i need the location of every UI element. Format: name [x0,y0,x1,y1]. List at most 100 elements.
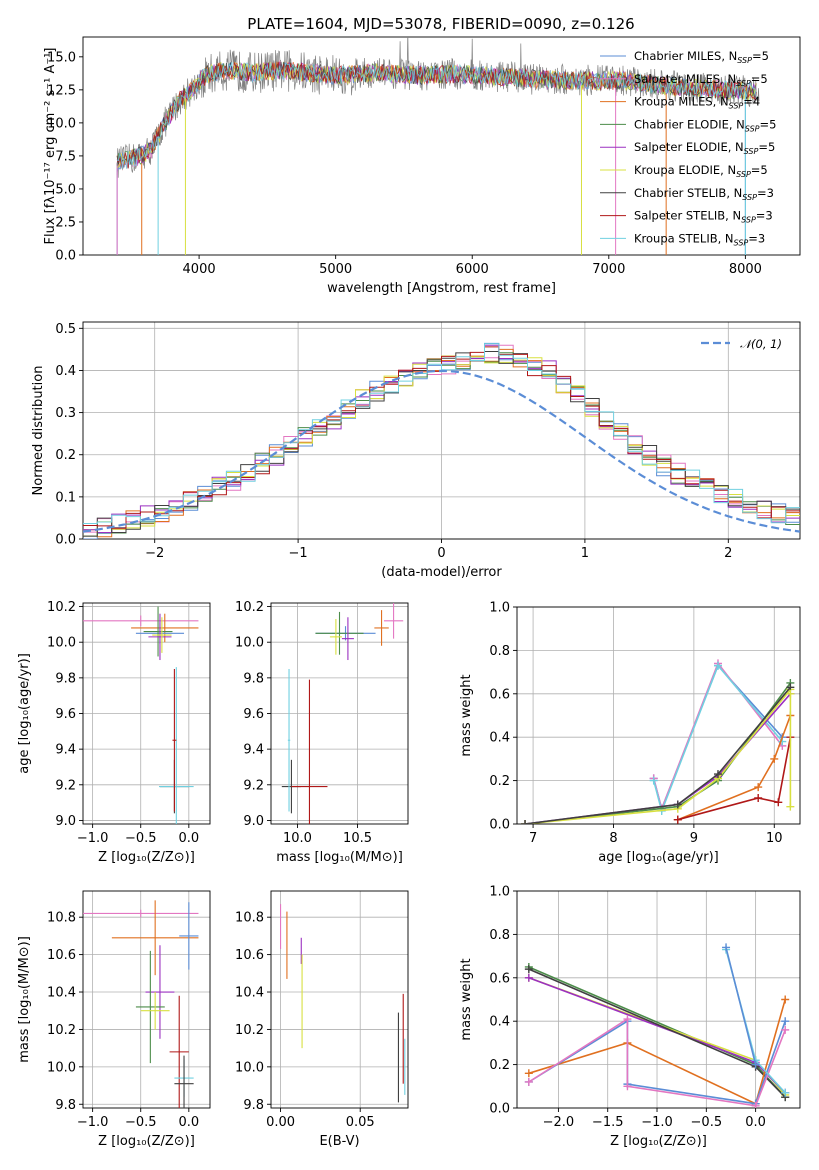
series-point [524,1077,533,1086]
series-point [623,1082,632,1091]
y-axis-label: mass [log₁₀(M/M⊙)] [17,936,32,1063]
legend-entry: Salpeter MILES, NSSP=5 [634,72,768,88]
series-point [751,1101,760,1108]
legend-entry-part: Salpeter STELIB, N [634,209,741,223]
y-tick-label: 0.5 [55,322,76,337]
x-tick-label: 9 [690,831,698,846]
histogram-step [83,344,800,533]
series-line [524,686,792,824]
x-tick-label: 10.0 [283,831,312,846]
series-point [524,1069,533,1078]
legend-entry-part: Salpeter ELODIE, N [634,140,744,154]
chart-age-vs-mass: 10.0 10.5 9.0 9.2 9.4 9.6 9.8 10.0 10.2 mass [log… [235,600,409,865]
x-tick-label: −2 [145,546,164,561]
series-line [524,688,792,824]
x-tick-label: −1 [289,546,308,561]
series-point [786,689,795,698]
y-axis-label: mass weight [459,958,474,1040]
x-tick-label: 0.0 [745,1115,766,1130]
y-tick-label: 7.5 [55,149,76,164]
series-point [521,820,530,824]
legend-entry-part: SSP [742,193,757,202]
legend-entry: Salpeter ELODIE, NSSP=5 [634,140,775,156]
chart-residuals: −2 −1 0 1 2 0.0 0.1 0.2 0.3 0.4 0.5 (data-model)/er… [31,321,801,580]
y-tick-label: 9.6 [243,707,264,722]
y-tick-label: 0.0 [489,818,510,833]
x-axis-label: Z [log₁₀(Z/Z⊙)] [98,850,195,865]
y-tick-label: 10.6 [235,948,264,963]
legend-entry-part: Chabrier STELIB, N [634,186,742,200]
x-tick-label: −1.0 [641,1115,673,1130]
x-tick-label: 0.05 [346,1115,375,1130]
x-tick-label: 0 [437,546,445,561]
y-tick-label: 0.0 [55,249,76,264]
legend-entry-part: =5 [751,163,768,177]
y-tick-label: 9.4 [55,743,76,758]
x-tick-label: −0.5 [691,1115,723,1130]
y-tick-label: 12.5 [47,83,76,98]
legend-entry: 𝒩(0, 1) [740,337,782,351]
x-tick-label: 10 [766,831,783,846]
legend-entry: Chabrier STELIB, NSSP=3 [634,186,774,202]
axes-frame [82,602,211,825]
series-point [649,776,658,785]
y-tick-label: 10.0 [235,1060,264,1075]
x-tick-label: 8 [609,831,617,846]
y-tick-label: 10.2 [235,600,264,615]
chart-massweight-vs-age: 7 8 9 10 0.0 0.2 0.4 0.6 0.8 1.0 age [log₁₀(age/yr… [459,601,801,865]
y-tick-label: 10.4 [47,986,76,1001]
legend-entry: Kroupa ELODIE, NSSP=5 [634,163,768,179]
series-point [781,1025,790,1034]
axes-frame [270,890,409,1109]
series-point [673,815,682,824]
y-tick-label: 9.8 [243,1098,264,1113]
y-axis-label: Normed distribution [31,366,46,496]
y-tick-label: 0.6 [489,971,510,986]
line-plot [521,659,795,824]
errorbar-plot [83,606,199,824]
legend-entry-part: SSP [729,102,744,111]
legend-entry-part: =4 [743,95,760,109]
x-axis-label: wavelength [Angstrom, rest frame] [327,281,556,296]
y-tick-label: 0.4 [489,731,510,746]
y-tick-label: 9.6 [55,707,76,722]
y-tick-label: 15.0 [47,50,76,65]
y-tick-label: 0.4 [55,364,76,379]
x-tick-label: −1.0 [77,1115,109,1130]
legend-entry-part: =3 [756,209,773,223]
y-tick-label: 1.0 [489,601,510,616]
legend-entry-part: Chabrier MILES, N [634,49,737,63]
legend-entry-part: Chabrier ELODIE, N [634,117,745,131]
series-point [713,661,722,670]
x-tick-label: −0.5 [125,831,157,846]
legend-entry-part: =5 [758,140,775,154]
gaussian-curve [83,369,800,533]
y-axis-label: age [log₁₀(age/yr)] [17,653,32,774]
y-tick-label: 0.8 [489,644,510,659]
legend-entry-part: SSP [737,56,752,65]
y-tick-label: 10.2 [235,1023,264,1038]
y-tick-label: 10.0 [47,636,76,651]
series-point [781,995,790,1004]
spectrum-plot [116,37,760,255]
y-tick-label: 0.8 [489,928,510,943]
series-line [528,999,786,1105]
x-tick-label: 2 [724,546,732,561]
axes-frame [516,606,801,825]
series-point [786,802,795,811]
line-plot [524,943,790,1108]
errorbar-plot [281,603,404,824]
y-tick-label: 0.6 [489,687,510,702]
series-point [722,943,731,952]
y-tick-label: 9.0 [55,814,76,829]
x-tick-label: 6000 [456,262,489,277]
y-tick-label: 0.2 [489,1058,510,1073]
errorbar-plot [83,900,199,1108]
legend-entry-part: SSP [736,79,751,88]
legend-entry-part: =3 [748,231,765,245]
x-tick-label: 0.00 [266,1115,295,1130]
y-tick-label: 2.5 [55,215,76,230]
legend-entry: Salpeter STELIB, NSSP=3 [634,209,773,225]
y-tick-label: 1.0 [489,885,510,900]
